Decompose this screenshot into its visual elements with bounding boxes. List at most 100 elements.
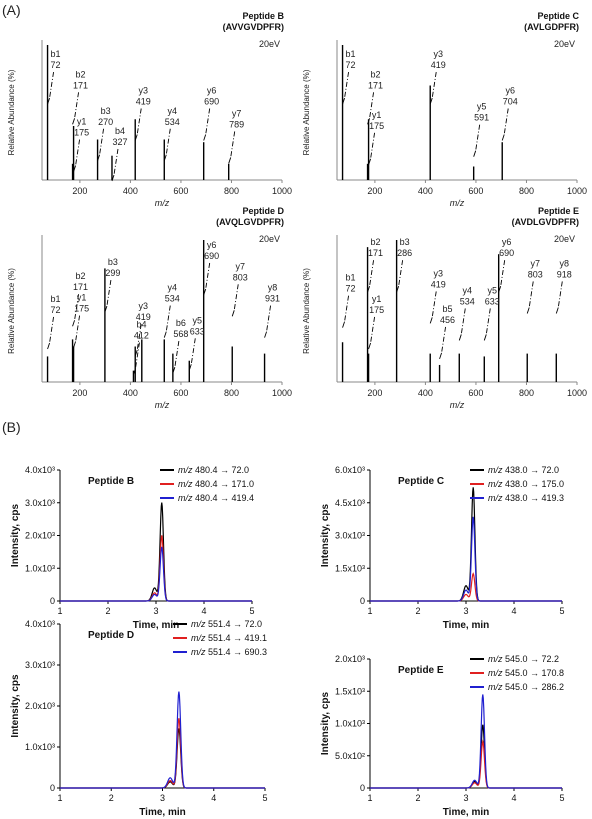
ion-leader — [431, 71, 437, 99]
ion-mz-label: 72 — [346, 284, 356, 294]
trace-line — [60, 691, 265, 789]
legend-label: m/z 551.4 → 419.1 — [191, 633, 267, 643]
x-tick-label: 3 — [160, 793, 165, 803]
ion-leader-tip — [72, 320, 75, 327]
trace-line — [370, 487, 562, 602]
x-tick-label: 1000 — [567, 186, 587, 196]
ion-leader — [398, 260, 404, 287]
x-tick-label: 1 — [367, 793, 372, 803]
ion-label: b3 — [101, 106, 111, 116]
y-axis-title: Intensity, cps — [10, 503, 21, 567]
ion-mz-label: 803 — [528, 269, 543, 279]
ion-mz-label: 327 — [112, 137, 127, 147]
panel-label-a: (A) — [2, 2, 21, 18]
ion-leader — [344, 295, 350, 322]
ion-label: y4 — [168, 106, 178, 116]
y-tick-label: 0 — [360, 783, 365, 793]
ion-mz-label: 270 — [98, 117, 113, 127]
ion-leader — [485, 308, 491, 335]
ion-label: b1 — [51, 49, 61, 59]
ion-leader — [500, 260, 506, 287]
ion-label: y7 — [232, 108, 242, 118]
y-axis-title: Relative Abundance (%) — [302, 268, 311, 354]
ion-leader — [113, 148, 119, 176]
x-tick-label: 5 — [559, 606, 564, 616]
y-axis-title: Intensity, cps — [320, 503, 331, 567]
ion-label: y3 — [138, 86, 148, 96]
ion-leader-tip — [72, 118, 75, 125]
ion-leader-tip — [73, 341, 77, 348]
ion-leader — [370, 316, 376, 344]
lc-chart-lc-d: 0 1.0x10³ 2.0x10³ 3.0x10³ 4.0x10³ 1 2 3 4 5 Intens… — [10, 619, 268, 818]
x-tick-label: 400 — [123, 388, 138, 398]
y-tick-label: 4.0x10³ — [25, 465, 55, 475]
ion-leader-tip — [368, 342, 372, 350]
ion-label: b2 — [76, 271, 86, 281]
y-tick-label: 0 — [360, 596, 365, 606]
ion-mz-label: 171 — [73, 282, 88, 292]
ion-leader-tip — [134, 349, 138, 357]
ion-label: y6 — [207, 86, 217, 96]
x-tick-label: 200 — [72, 388, 87, 398]
ion-label: b1 — [51, 294, 61, 304]
x-tick-label: 4 — [511, 793, 516, 803]
ms-chart-ms-e: 200 400 600 800 1000 Relative Abundance (%) m/… — [302, 206, 587, 410]
legend-label: m/z 480.4 → 72.0 — [178, 465, 249, 475]
ion-label: y3 — [433, 268, 443, 278]
legend-label: m/z 438.0 → 72.0 — [488, 465, 559, 475]
x-tick-label: 5 — [249, 606, 254, 616]
ion-mz-label: 419 — [136, 312, 151, 322]
ion-leader — [165, 305, 171, 332]
x-tick-label: 1000 — [567, 388, 587, 398]
ion-mz-label: 534 — [165, 117, 180, 127]
y-tick-label: 1.5x10³ — [335, 563, 365, 573]
ion-mz-label: 72 — [51, 305, 61, 315]
collision-energy: 20eV — [259, 234, 280, 244]
ion-leader — [370, 132, 376, 159]
ion-leader-tip — [367, 118, 370, 125]
ion-label: y6 — [502, 237, 512, 247]
ion-leader — [344, 71, 350, 99]
ion-leader — [475, 124, 481, 151]
ion-leader-tip — [133, 368, 136, 375]
x-tick-label: 2 — [105, 606, 110, 616]
ion-leader — [75, 315, 81, 342]
ion-label: b2 — [76, 69, 86, 79]
chart-title: Peptide E — [398, 665, 444, 676]
x-tick-label: 600 — [173, 186, 188, 196]
ion-label: y3 — [138, 301, 148, 311]
ion-leader-tip — [473, 150, 477, 157]
trace-line — [370, 572, 562, 602]
legend-label: m/z 480.4 → 171.0 — [178, 479, 254, 489]
ion-leader-tip — [111, 174, 115, 182]
chart-subtitle: (AVLGDPFR) — [524, 22, 579, 32]
ion-leader-tip — [163, 154, 167, 161]
x-tick-label: 1 — [57, 606, 62, 616]
ion-leader — [136, 323, 142, 351]
y-axis-title: Relative Abundance (%) — [7, 69, 16, 155]
ion-leader-tip — [342, 321, 345, 328]
ion-leader-tip — [439, 352, 442, 360]
y-axis-title: Intensity, cps — [10, 674, 21, 738]
trace-line — [370, 516, 562, 602]
ion-leader — [190, 338, 196, 365]
collision-energy: 20eV — [554, 234, 575, 244]
ion-leader — [528, 281, 534, 308]
ion-leader — [369, 92, 375, 119]
ion-label: y4 — [168, 283, 178, 293]
ion-mz-label: 534 — [460, 296, 475, 306]
ion-mz-label: 175 — [369, 121, 384, 131]
x-tick-label: 4 — [201, 606, 206, 616]
ion-label: y5 — [488, 285, 498, 295]
ion-leader-tip — [498, 286, 502, 293]
x-tick-label: 1 — [57, 793, 62, 803]
chart-title: Peptide C — [537, 11, 579, 21]
ion-mz-label: 171 — [368, 80, 383, 90]
y-tick-label: 2.0x10³ — [335, 654, 365, 664]
legend-label: m/z 545.0 → 286.2 — [488, 682, 564, 692]
ion-leader-tip — [104, 305, 108, 313]
ion-mz-label: 690 — [204, 251, 219, 261]
x-tick-label: 400 — [418, 388, 433, 398]
ion-mz-label: 419 — [431, 60, 446, 70]
